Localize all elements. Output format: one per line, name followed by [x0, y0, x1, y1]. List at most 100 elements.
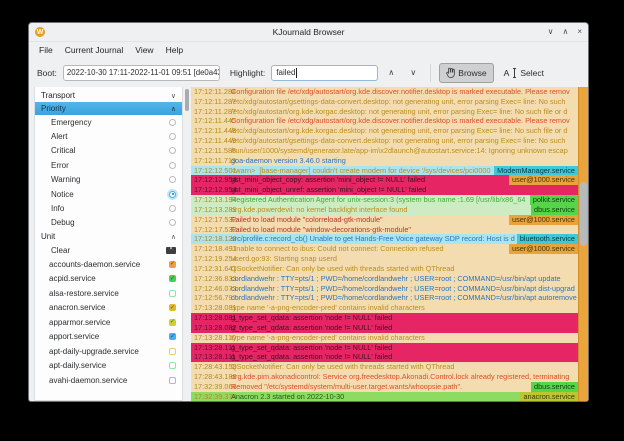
unit-checkbox[interactable]: ✓ [169, 333, 176, 341]
table-row[interactable]: 17:12:12.954 gst_mini_object_copy: assert… [191, 175, 578, 186]
table-row[interactable]: 17:12:13.194 Registered Authentication Ag… [191, 195, 578, 205]
menu-item-current-journal[interactable]: Current Journal [64, 45, 124, 55]
radio-button[interactable] [169, 147, 176, 155]
unit-checkbox[interactable] [169, 347, 176, 355]
unit-item[interactable]: apparmor.service ✓ [35, 315, 182, 330]
table-row[interactable]: 17:12:12.501 <warn> [base-manager] couldn… [191, 165, 578, 176]
log-scrollbar[interactable] [578, 87, 588, 401]
minimize-icon[interactable]: ∨ [547, 27, 554, 36]
table-row[interactable]: 17:28:43.186 org.kde.pim.akonadicontrol: … [191, 372, 578, 382]
priority-item-debug[interactable]: Debug [35, 216, 182, 230]
table-row[interactable]: 17:12:18.128 src/profile.c:record_cb() Un… [191, 234, 578, 245]
sidebar-section-transport[interactable]: Transport ∨ [35, 89, 182, 102]
radio-button[interactable] [169, 205, 176, 213]
table-row[interactable]: 17:12:11.287/etc/xdg/autostart/org.kde.k… [191, 106, 578, 117]
table-row[interactable]: 17:28:43.158 QSocketNotifier: Can only be… [191, 362, 578, 373]
table-row[interactable]: 17:32:39.066 Removed "/etc/systemd/system… [191, 381, 578, 392]
sidebar-scrollbar[interactable] [183, 87, 191, 401]
titlebar[interactable]: W KJournald Browser ∨ ∧ × [29, 23, 588, 42]
journal-log-list[interactable]: 17:12:11.284 Configuration file /etc/xdg/… [191, 87, 578, 401]
priority-item-info[interactable]: Info [35, 201, 182, 215]
highlight-input[interactable]: failed [271, 64, 379, 81]
select-button[interactable]: A Select [498, 64, 550, 82]
priority-item-notice[interactable]: Notice [35, 187, 182, 201]
table-row[interactable]: 17:12:46.073 cordlandwehr : TTY=pts/1 ; P… [191, 283, 578, 294]
table-row[interactable]: 17:12:12.954 gst_mini_object_unref: asser… [191, 185, 578, 196]
unit-item[interactable]: apport.service ✓ [35, 330, 182, 345]
table-row[interactable]: 17:12:36.833 cordlandwehr : TTY=pts/1 ; P… [191, 273, 578, 284]
sidebar-section-unit[interactable]: Unit ∧ [35, 230, 182, 243]
unit-badge: anacron.service [520, 391, 578, 401]
priority-item-emergency[interactable]: Emergency [35, 115, 182, 129]
table-row[interactable]: 17:12:31.641 QSocketNotifier: Can only be… [191, 263, 578, 274]
highlight-label: Highlight: [229, 67, 266, 78]
table-row[interactable]: 17:13:28.082 g_type_set_qdata: assertion … [191, 322, 578, 333]
table-row[interactable]: 17:13:28.081 g_type_set_qdata: assertion … [191, 313, 578, 323]
find-previous-button[interactable]: ∧ [388, 68, 395, 77]
table-row[interactable]: 17:13:28.110 type name '-a-png-encoder-pr… [191, 332, 578, 343]
menu-item-file[interactable]: File [39, 45, 53, 55]
table-row[interactable]: 17:12:13.289 org.kde.powerdevil: no kerne… [191, 204, 578, 215]
table-row[interactable]: 17:12:11.448/etc/xdg/autostart/org.kde.k… [191, 126, 578, 137]
table-row[interactable]: 17:12:11.445 Configuration file /etc/xdg/… [191, 116, 578, 127]
unit-item-label: avahi-daemon.service [49, 375, 128, 385]
radio-button[interactable] [169, 161, 176, 169]
radio-button[interactable] [169, 176, 176, 184]
table-row[interactable]: 17:13:28.081 type name '-a-png-encoder-pr… [191, 303, 578, 314]
unit-item[interactable]: accounts-daemon.service ✓ [35, 257, 182, 272]
priority-item-label: Debug [51, 218, 75, 228]
close-icon[interactable]: × [577, 27, 582, 36]
log-message: src/profile.c:record_cb() Unable to get … [231, 234, 515, 244]
priority-item-warning[interactable]: Warning [35, 173, 182, 187]
unit-item[interactable]: avahi-daemon.service [35, 373, 182, 388]
table-row[interactable]: 17:13:28.111 g_type_set_qdata: assertion … [191, 342, 578, 353]
sidebar-scroll-handle[interactable] [185, 89, 189, 111]
table-row[interactable]: 17:32:39.374 Anacron 2.3 started on 2022-… [191, 391, 578, 401]
clear-units-button[interactable]: Clear × [35, 243, 182, 257]
table-row[interactable]: 17:12:11.719 goa-daemon version 3.46.0 st… [191, 155, 578, 166]
sidebar-section-priority[interactable]: Priority ∧ [35, 102, 182, 115]
log-timestamp: 17:12:12.501 [194, 165, 237, 175]
radio-button[interactable] [169, 219, 176, 227]
unit-item[interactable]: apt-daily.service [35, 359, 182, 374]
menu-item-view[interactable]: View [135, 45, 154, 55]
table-row[interactable]: 17:12:11.588/run/user/1000/systemd/gener… [191, 145, 578, 156]
table-row[interactable]: 17:12:11.284 Configuration file /etc/xdg/… [191, 87, 578, 97]
browse-button[interactable]: Browse [439, 62, 494, 83]
unit-item[interactable]: apt-daily-upgrade.service [35, 344, 182, 359]
find-next-button[interactable]: ∨ [410, 68, 417, 77]
maximize-icon[interactable]: ∧ [562, 27, 569, 36]
unit-checkbox[interactable]: ✓ [169, 260, 176, 268]
table-row[interactable]: 17:12:18.491 Unable to connect to ibus: C… [191, 244, 578, 255]
unit-checkbox[interactable] [169, 376, 176, 384]
unit-checkbox[interactable] [169, 289, 176, 297]
table-row[interactable]: 17:12:17.532 Failed to load module "windo… [191, 224, 578, 235]
unit-checkbox[interactable]: ✓ [169, 304, 176, 312]
unit-item[interactable]: anacron.service ✓ [35, 301, 182, 316]
table-row[interactable]: 17:12:11.449/etc/xdg/autostart/gsettings… [191, 136, 578, 146]
unit-item[interactable]: alsa-restore.service [35, 286, 182, 301]
table-row[interactable]: 17:12:17.532 Failed to load module "color… [191, 214, 578, 225]
unit-checkbox[interactable]: ✓ [169, 318, 176, 326]
priority-item-error[interactable]: Error [35, 158, 182, 172]
boot-dropdown[interactable]: 2022-10-30 17:11-2022-11-01 09:51 [de0a4… [62, 64, 220, 81]
priority-item-critical[interactable]: Critical [35, 144, 182, 158]
radio-button[interactable] [169, 190, 176, 198]
log-message: cordlandwehr : TTY=pts/1 ; PWD=/home/cor… [231, 293, 577, 303]
priority-item-alert[interactable]: Alert [35, 129, 182, 143]
log-message: /etc/xdg/autostart/gsettings-data-conver… [231, 136, 566, 146]
unit-checkbox[interactable]: ✓ [169, 275, 176, 283]
table-row[interactable]: 17:12:11.287/etc/xdg/autostart/gsettings… [191, 96, 578, 107]
log-timestamp: 17:12:11.284 [194, 87, 237, 96]
unit-badge: ModemManager.service [494, 165, 578, 176]
table-row[interactable]: 17:13:28.111 g_type_set_qdata: assertion … [191, 352, 578, 363]
menu-item-help[interactable]: Help [165, 45, 184, 55]
table-row[interactable]: 17:12:56.797 cordlandwehr : TTY=pts/1 ; P… [191, 293, 578, 304]
radio-button[interactable] [169, 118, 176, 126]
unit-item[interactable]: acpid.service ✓ [35, 272, 182, 287]
priority-item-label: Alert [51, 132, 68, 142]
table-row[interactable]: 17:12:19.254 userd.go:93: Starting snap u… [191, 254, 578, 264]
log-scroll-handle[interactable] [580, 182, 587, 246]
radio-button[interactable] [169, 133, 176, 141]
unit-checkbox[interactable] [169, 362, 176, 370]
